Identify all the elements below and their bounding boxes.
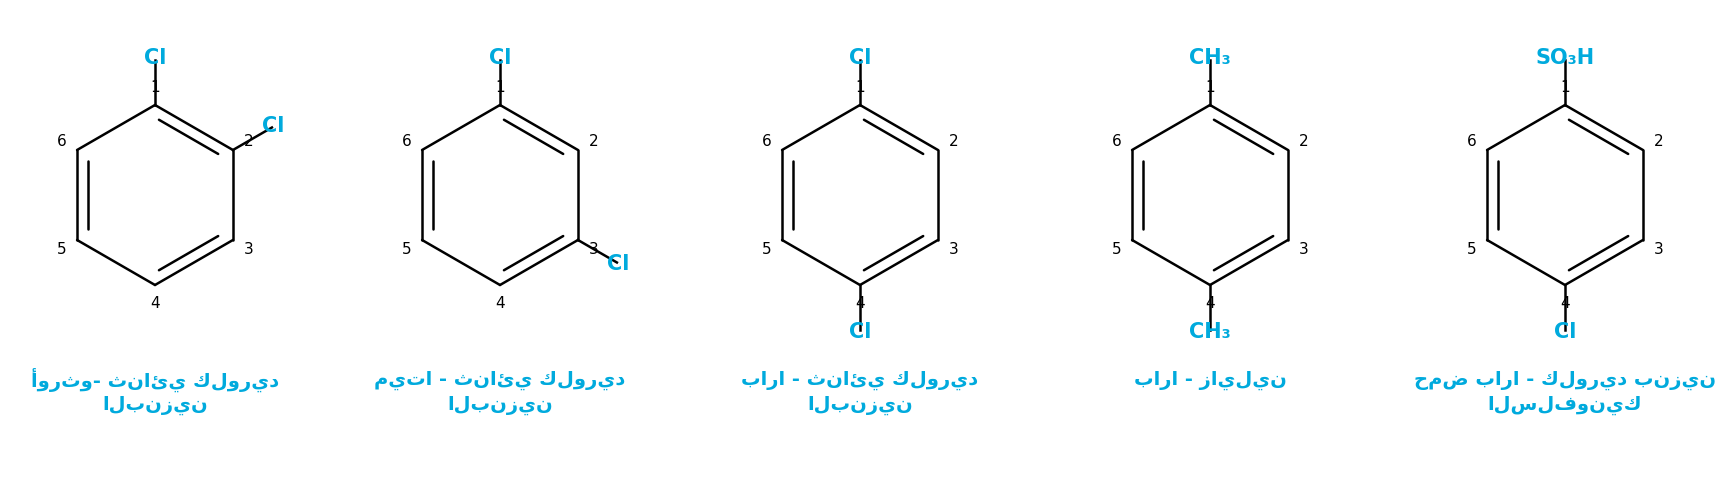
Text: SO₃H: SO₃H bbox=[1535, 48, 1593, 68]
Text: السلفونيك: السلفونيك bbox=[1486, 395, 1642, 415]
Text: حمض بارا - كلوريد بنزين: حمض بارا - كلوريد بنزين bbox=[1413, 370, 1715, 390]
Text: CH₃: CH₃ bbox=[1188, 48, 1230, 68]
Text: 6: 6 bbox=[1110, 134, 1121, 149]
Text: 6: 6 bbox=[760, 134, 771, 149]
Text: 2: 2 bbox=[1297, 134, 1308, 149]
Text: 1: 1 bbox=[1204, 79, 1214, 94]
Text: 5: 5 bbox=[402, 242, 410, 257]
Text: ميتا - ثنائي كلوريد: ميتا - ثنائي كلوريد bbox=[374, 370, 625, 390]
Text: 5: 5 bbox=[57, 242, 66, 257]
Text: 5: 5 bbox=[1110, 242, 1121, 257]
Text: 2: 2 bbox=[244, 134, 253, 149]
Text: Cl: Cl bbox=[262, 117, 284, 136]
Text: CH₃: CH₃ bbox=[1188, 322, 1230, 342]
Text: 4: 4 bbox=[1559, 296, 1569, 311]
Text: البنزين: البنزين bbox=[102, 395, 208, 415]
Text: 1: 1 bbox=[495, 79, 504, 94]
Text: 3: 3 bbox=[947, 242, 958, 257]
Text: 2: 2 bbox=[1652, 134, 1663, 149]
Text: 2: 2 bbox=[589, 134, 598, 149]
Text: أورثو- ثنائي كلوريد: أورثو- ثنائي كلوريد bbox=[31, 368, 279, 392]
Text: 1: 1 bbox=[1559, 79, 1569, 94]
Text: 4: 4 bbox=[151, 296, 159, 311]
Text: 2: 2 bbox=[947, 134, 958, 149]
Text: 5: 5 bbox=[1465, 242, 1476, 257]
Text: Cl: Cl bbox=[608, 254, 629, 273]
Text: البنزين: البنزين bbox=[447, 395, 553, 415]
Text: 1: 1 bbox=[151, 79, 159, 94]
Text: Cl: Cl bbox=[488, 48, 511, 68]
Text: Cl: Cl bbox=[1554, 322, 1576, 342]
Text: 3: 3 bbox=[589, 242, 598, 257]
Text: 3: 3 bbox=[1297, 242, 1308, 257]
Text: 3: 3 bbox=[1652, 242, 1663, 257]
Text: 6: 6 bbox=[1465, 134, 1476, 149]
Text: البنزين: البنزين bbox=[807, 395, 913, 415]
Text: 5: 5 bbox=[762, 242, 771, 257]
Text: 1: 1 bbox=[854, 79, 864, 94]
Text: 4: 4 bbox=[854, 296, 864, 311]
Text: بارا - زايلين: بارا - زايلين bbox=[1133, 370, 1285, 390]
Text: بارا - ثنائي كلوريد: بارا - ثنائي كلوريد bbox=[741, 370, 979, 390]
Text: 3: 3 bbox=[244, 242, 253, 257]
Text: Cl: Cl bbox=[849, 48, 871, 68]
Text: 4: 4 bbox=[1204, 296, 1214, 311]
Text: 4: 4 bbox=[495, 296, 504, 311]
Text: 6: 6 bbox=[57, 134, 66, 149]
Text: 6: 6 bbox=[402, 134, 410, 149]
Text: Cl: Cl bbox=[849, 322, 871, 342]
Text: Cl: Cl bbox=[144, 48, 166, 68]
